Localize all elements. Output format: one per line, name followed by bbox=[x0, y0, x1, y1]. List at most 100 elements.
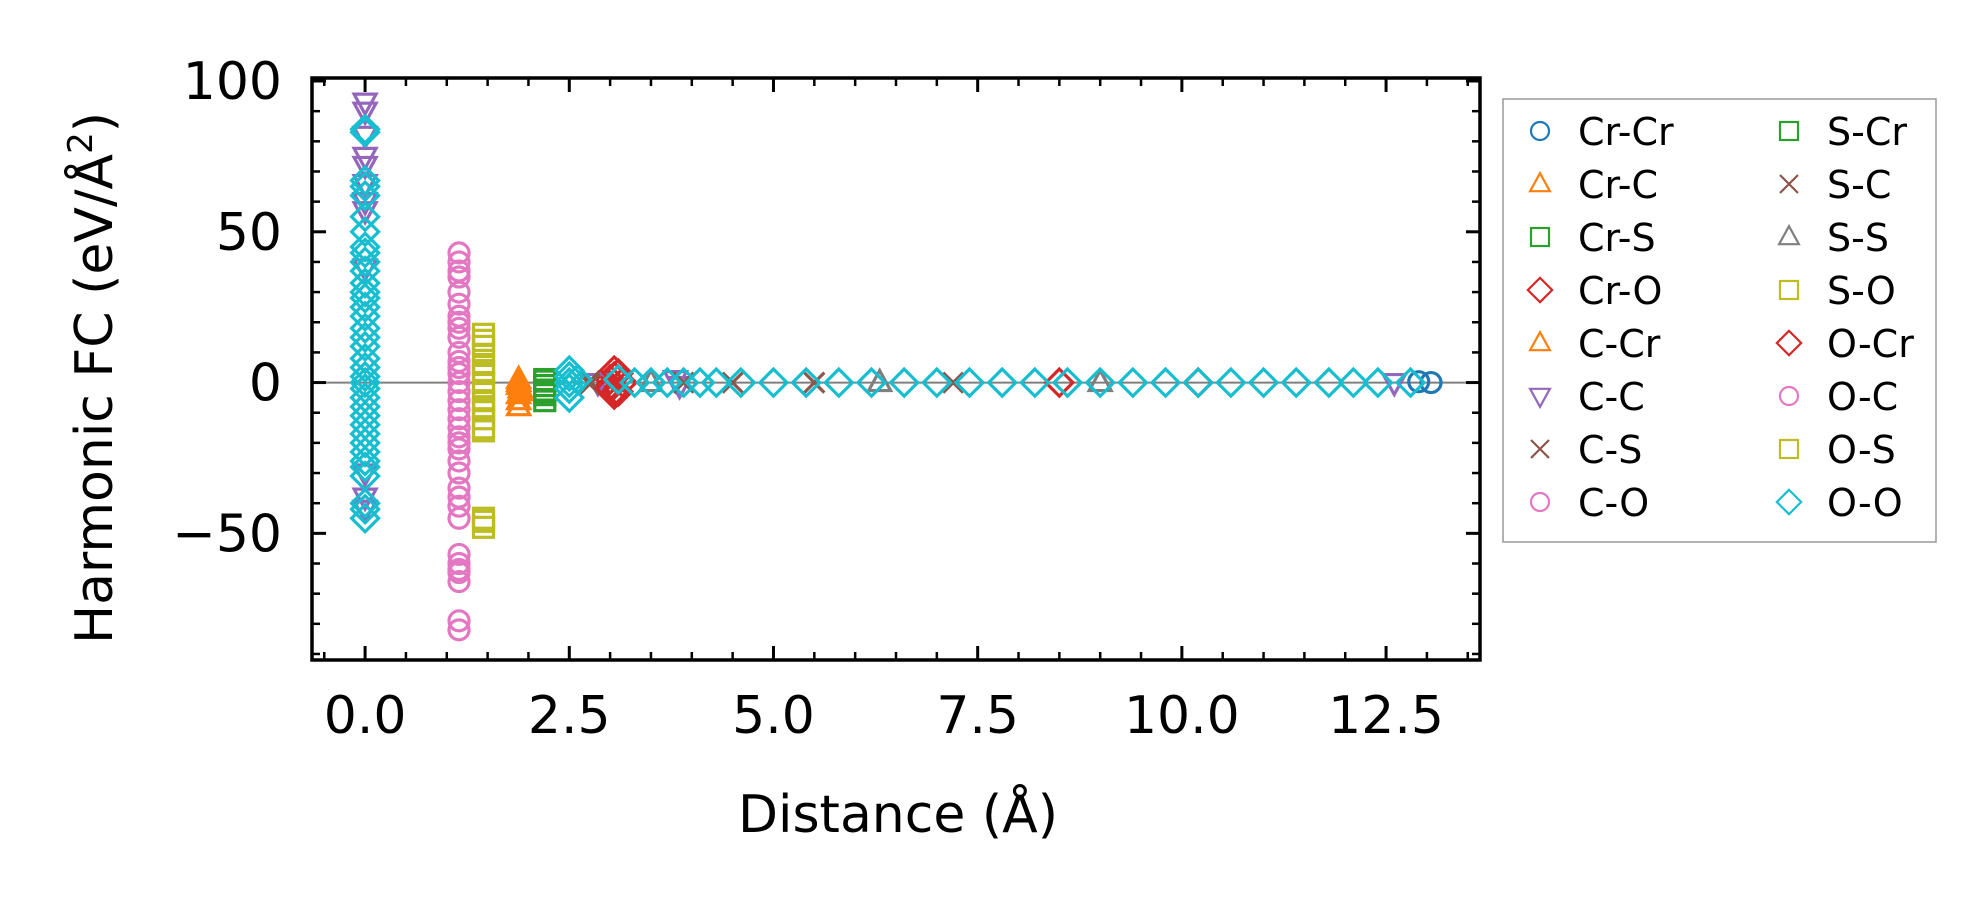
data-point bbox=[349, 291, 381, 323]
data-point bbox=[953, 366, 986, 399]
data-point bbox=[1117, 366, 1149, 399]
plot-frame bbox=[310, 76, 1482, 662]
data-point bbox=[700, 366, 733, 399]
legend-label: S-C bbox=[1827, 163, 1891, 207]
x-tick-label: 5.0 bbox=[732, 686, 815, 746]
data-point bbox=[888, 366, 920, 399]
data-point bbox=[351, 155, 379, 181]
data-point bbox=[803, 371, 826, 394]
data-point bbox=[553, 372, 586, 405]
data-point bbox=[1362, 366, 1394, 399]
series-C-C bbox=[351, 92, 1408, 525]
legend-marker bbox=[1779, 174, 1799, 194]
data-point bbox=[447, 542, 471, 567]
data-point bbox=[447, 389, 471, 413]
data-point bbox=[471, 509, 496, 533]
data-point bbox=[1419, 370, 1443, 395]
data-point bbox=[447, 361, 471, 386]
data-point bbox=[447, 494, 471, 518]
data-point bbox=[349, 451, 381, 483]
data-point bbox=[349, 216, 381, 248]
data-point bbox=[349, 312, 381, 345]
data-point bbox=[553, 360, 586, 393]
data-point bbox=[349, 116, 381, 149]
legend-label: Cr-O bbox=[1578, 269, 1662, 313]
x-tick-label: 7.5 bbox=[936, 686, 1019, 746]
x-axis-label: Distance (Å) bbox=[738, 783, 1058, 845]
data-point bbox=[921, 366, 953, 399]
series-Cr-Cr bbox=[1407, 370, 1443, 395]
data-point bbox=[533, 380, 557, 404]
series-S-Cr bbox=[533, 367, 557, 404]
data-point bbox=[447, 370, 471, 395]
series-S-O bbox=[471, 322, 496, 539]
legend-label: C-O bbox=[1578, 481, 1649, 525]
legend-marker bbox=[1528, 329, 1552, 352]
legend-marker bbox=[1775, 488, 1803, 516]
data-point bbox=[447, 431, 471, 455]
data-point bbox=[1313, 366, 1345, 399]
data-point bbox=[471, 395, 496, 419]
data-point bbox=[349, 445, 381, 477]
data-point bbox=[349, 418, 381, 450]
data-point bbox=[349, 164, 381, 197]
data-point bbox=[349, 113, 381, 146]
y-axis-label-close: ) bbox=[65, 112, 125, 132]
data-point bbox=[1337, 366, 1370, 399]
legend-marker bbox=[1778, 120, 1800, 142]
data-point bbox=[1394, 366, 1427, 399]
legend-label: Cr-C bbox=[1578, 163, 1658, 207]
data-point bbox=[506, 373, 534, 399]
data-point bbox=[349, 200, 381, 233]
legend-label: C-S bbox=[1578, 428, 1642, 472]
data-point bbox=[561, 363, 594, 396]
data-point bbox=[447, 292, 471, 316]
data-point bbox=[471, 358, 496, 383]
data-point bbox=[447, 355, 471, 380]
data-point bbox=[447, 316, 471, 340]
data-point bbox=[447, 241, 471, 265]
data-point bbox=[349, 493, 381, 525]
data-point bbox=[447, 557, 471, 582]
data-point bbox=[553, 366, 586, 399]
data-point bbox=[1182, 366, 1214, 399]
data-point bbox=[447, 280, 471, 304]
legend-label: C-Cr bbox=[1578, 322, 1661, 366]
data-point bbox=[447, 398, 471, 422]
legend-marker bbox=[1778, 385, 1800, 407]
data-point bbox=[351, 101, 379, 127]
data-point bbox=[504, 391, 533, 417]
data-point bbox=[447, 425, 471, 449]
legend-marker bbox=[1775, 329, 1803, 357]
legend-marker bbox=[1528, 170, 1552, 193]
series-C-Cr bbox=[504, 367, 534, 411]
legend-marker bbox=[1778, 438, 1800, 460]
data-point bbox=[447, 551, 471, 576]
axes: 0.0 2.5 5.0 7.5 10.0 12.5 −50 0 50 100 bbox=[172, 52, 1482, 746]
data-point bbox=[447, 265, 471, 289]
data-point bbox=[1051, 366, 1084, 399]
data-point bbox=[1086, 367, 1114, 393]
data-point bbox=[471, 322, 496, 346]
legend-label: O-O bbox=[1827, 481, 1903, 525]
data-point bbox=[349, 246, 381, 278]
data-point bbox=[349, 399, 381, 432]
legend-label: C-C bbox=[1578, 375, 1645, 419]
data-point bbox=[349, 321, 381, 354]
data-point bbox=[447, 250, 471, 274]
y-tick-label: 100 bbox=[183, 52, 282, 112]
data-point bbox=[1043, 366, 1076, 399]
legend-label: S-O bbox=[1827, 269, 1896, 313]
legend-marker bbox=[1529, 226, 1551, 248]
data-point bbox=[349, 366, 381, 399]
y-axis-label-superscript: 2 bbox=[61, 132, 101, 154]
data-point bbox=[1019, 366, 1051, 399]
data-point bbox=[447, 407, 471, 431]
legend-marker bbox=[1529, 491, 1551, 513]
data-point bbox=[823, 366, 855, 399]
data-point bbox=[447, 609, 471, 633]
series-O-O bbox=[349, 113, 1427, 535]
legend-label: S-S bbox=[1827, 216, 1889, 260]
legend-label: O-S bbox=[1827, 428, 1896, 472]
